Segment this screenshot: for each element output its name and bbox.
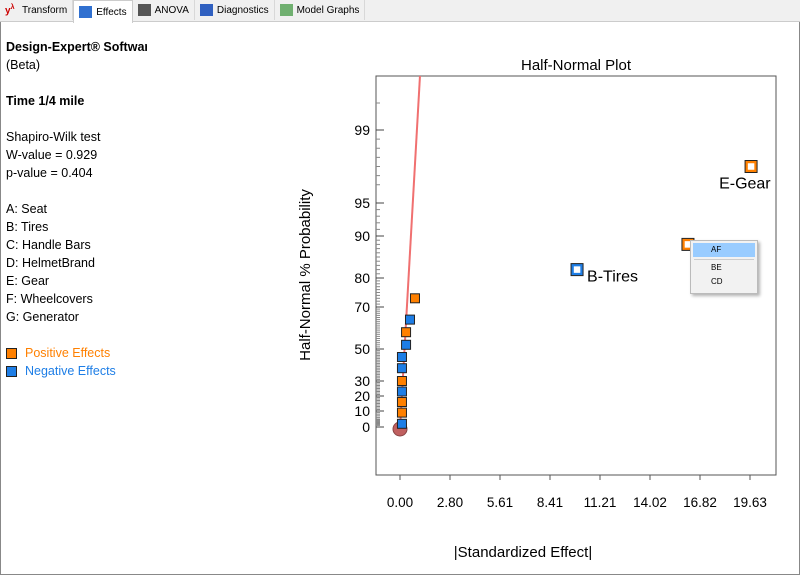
y-tick-label: 0 — [362, 419, 370, 435]
effect-point[interactable] — [401, 327, 412, 338]
y-tick-label: 95 — [354, 195, 370, 211]
effect-point-outline — [744, 160, 758, 173]
factor-item: B: Tires — [6, 220, 49, 234]
effect-point[interactable] — [396, 407, 407, 418]
negative-swatch — [6, 365, 17, 377]
menu-separator — [694, 259, 754, 260]
factor-item: F: Wheelcovers — [6, 292, 93, 306]
tab-transform[interactable]: yλ Transform — [0, 0, 74, 20]
model-graphs-icon — [279, 4, 293, 16]
info-panel: Design-Expert® Software (Beta) Time 1/4 … — [6, 38, 147, 380]
x-tick-label: 8.41 — [537, 495, 563, 510]
y-lambda-icon: yλ — [5, 4, 15, 17]
legend-positive-label: Positive Effects — [25, 346, 111, 360]
y-tick-label: 99 — [354, 122, 370, 138]
context-menu: AF BE CD — [690, 240, 758, 294]
effect-label: B-Tires — [587, 269, 638, 286]
menu-item-af[interactable]: AF — [693, 243, 755, 257]
effects-icon — [79, 6, 93, 18]
factor-item: C: Handle Bars — [6, 238, 91, 252]
effect-point[interactable] — [396, 376, 407, 386]
diagnostics-icon — [199, 4, 213, 16]
menu-item-be[interactable]: BE — [711, 263, 722, 272]
tab-label: ANOVA — [154, 4, 189, 16]
tab-effects[interactable]: Effects — [73, 0, 133, 23]
legend-negative: Negative Effects — [6, 362, 147, 380]
y-tick-label: 90 — [354, 228, 370, 244]
effect-point[interactable] — [396, 352, 407, 362]
x-tick-label: 11.21 — [584, 495, 617, 510]
y-tick-label: 80 — [354, 270, 370, 286]
software-name: Design-Expert® Software — [6, 40, 147, 54]
w-value: W-value = 0.929 — [6, 148, 98, 162]
tab-model-graphs[interactable]: Model Graphs — [275, 0, 366, 20]
tab-bar: yλ Transform Effects ANOVA Diagnostics Model … — [0, 0, 800, 23]
factor-item: E: Gear — [6, 274, 50, 288]
x-tick-label: 5.61 — [487, 495, 513, 510]
x-tick-label: 2.80 — [437, 495, 463, 510]
test-name: Shapiro-Wilk test — [6, 130, 101, 144]
effect-point[interactable] — [745, 160, 757, 173]
effect-point-outline — [570, 263, 584, 277]
x-tick-label: 16.82 — [683, 495, 717, 510]
effect-point[interactable] — [396, 363, 407, 374]
tab-anova[interactable]: ANOVA — [133, 0, 195, 20]
tab-label: Diagnostics — [216, 4, 269, 16]
tab-diagnostics[interactable]: Diagnostics — [195, 0, 275, 20]
p-value: p-value = 0.404 — [6, 166, 93, 180]
y-axis-label: Half-Normal % Probability — [297, 189, 314, 361]
legend-positive: Positive Effects — [6, 344, 147, 362]
effect-point[interactable] — [396, 397, 407, 407]
calculator-icon — [137, 4, 151, 16]
y-tick-label: 20 — [354, 388, 370, 404]
x-tick-label: 0.00 — [387, 495, 413, 510]
legend-negative-label: Negative Effects — [25, 364, 116, 378]
effect-point[interactable] — [409, 293, 420, 304]
y-tick-label: 30 — [354, 373, 370, 389]
y-tick-label: 70 — [354, 299, 370, 315]
positive-swatch — [6, 347, 17, 359]
effect-point[interactable] — [396, 386, 407, 397]
effect-point[interactable] — [396, 418, 407, 429]
response-name: Time 1/4 mile — [6, 94, 85, 108]
y-tick-label: 50 — [354, 341, 370, 357]
x-tick-label: 14.02 — [633, 495, 667, 510]
factor-item: G: Generator — [6, 310, 79, 324]
effect-label: E-Gear — [719, 176, 771, 193]
menu-item-cd[interactable]: CD — [711, 277, 723, 286]
beta-label: (Beta) — [6, 58, 41, 72]
y-tick-label: 10 — [354, 403, 370, 419]
effect-point[interactable] — [571, 263, 583, 276]
x-tick-label: 19.63 — [733, 495, 767, 510]
x-axis-label: |Standardized Effect| — [454, 544, 592, 561]
chart-title: Half-Normal Plot — [521, 57, 632, 74]
factor-item: D: HelmetBrand — [6, 256, 95, 270]
factor-item: A: Seat — [6, 202, 47, 216]
effect-point[interactable] — [404, 314, 415, 325]
tab-label: Effects — [96, 6, 127, 18]
effect-point[interactable] — [401, 339, 412, 350]
tab-label: Model Graphs — [296, 4, 360, 16]
tab-label: Transform — [22, 4, 68, 16]
